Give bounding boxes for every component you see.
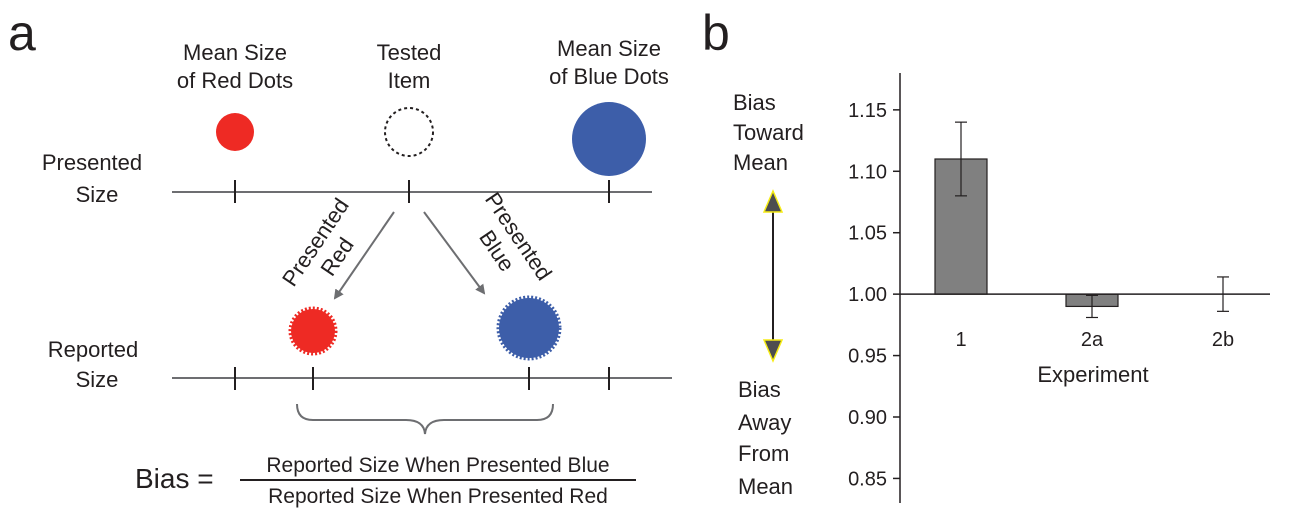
tested-item-label-line1: Tested [377,40,442,65]
double-arrow-head-down [762,339,784,363]
panel-b: b Bias Toward Mean Bias Away From Mean 0… [702,5,1270,503]
reported-blue-dot-edge [496,295,562,361]
curly-brace [296,403,554,435]
reported-red-dot [291,309,335,353]
panel-b-label: b [702,5,730,61]
annotation-away-line3: From [738,441,789,466]
blue-mean-dot [572,102,646,176]
annotation-toward-line1: Bias [733,90,776,115]
reported-red-dot-edge [288,306,338,356]
y-tick-label: 1.00 [848,284,887,306]
x-category-label: 2b [1212,329,1234,351]
panel-a-label: a [8,5,36,61]
tested-item-dot [384,107,434,157]
x-category-label: 1 [955,329,966,351]
x-category-label: 2a [1081,329,1104,351]
annotation-away-line1: Bias [738,377,781,402]
reported-blue-dot [499,298,559,358]
mean-red-label-line1: Mean Size [183,40,287,65]
y-tick-label: 1.15 [848,100,887,122]
annotation-away-line4: Mean [738,474,793,499]
red-mean-dot [216,113,254,151]
mean-blue-label-line2: of Blue Dots [549,64,669,89]
arrow-presented-red [333,211,395,300]
mean-red-label-line2: of Red Dots [177,68,293,93]
arrow-presented-blue [423,211,486,295]
reported-size-label-line1: Reported [48,337,139,362]
tested-item-label-line2: Item [388,68,431,93]
y-tick-label: 0.95 [848,346,887,368]
y-tick-label: 0.85 [848,468,887,490]
annotation-toward-line3: Mean [733,150,788,175]
bias-denominator: Reported Size When Presented Red [268,485,608,508]
reported-size-label-line2: Size [76,367,119,392]
bar-chart: 0.85 0.90 0.95 1.00 1.05 1.10 1.15 1 2a 2b Experim… [848,73,1270,503]
annotation-away-line2: Away [738,410,791,435]
mean-blue-label-line1: Mean Size [557,36,661,61]
y-tick-label: 0.90 [848,407,887,429]
bias-numerator: Reported Size When Presented Blue [266,454,609,477]
presented-size-label-line2: Size [76,182,119,207]
bias-label: Bias = [135,463,214,494]
y-tick-label: 1.10 [848,161,887,183]
double-arrow-head-up [762,189,784,213]
panel-a: a Mean Size of Red Dots Tested Item Mean… [8,5,672,508]
annotation-toward-line2: Toward [733,120,804,145]
x-axis-label: Experiment [1037,362,1148,387]
y-tick-label: 1.05 [848,223,887,245]
presented-size-label-line1: Presented [42,150,142,175]
